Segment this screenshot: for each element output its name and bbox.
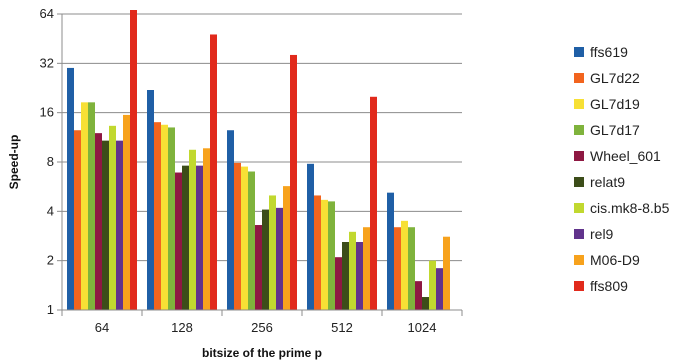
axes: 1 2 4 8 16 32 64 64 128 256 512 1024 (40, 6, 463, 335)
legend-swatch (574, 125, 584, 135)
y-tick-label: 8 (47, 154, 54, 169)
bar (436, 268, 443, 310)
bar (335, 257, 342, 310)
bar (102, 140, 109, 310)
x-tick-label: 128 (171, 320, 193, 335)
legend-label: relat9 (590, 174, 625, 190)
legend-label: Wheel_601 (590, 148, 661, 164)
bar (88, 102, 95, 310)
legend-swatch (574, 203, 584, 213)
x-tick-label: 64 (95, 320, 109, 335)
bar (443, 236, 450, 310)
x-tick-label: 512 (331, 320, 353, 335)
legend: ffs619 GL7d22 GL7d19 GL7d17 Wheel_601 relat9 c… (574, 44, 670, 294)
bar (203, 148, 210, 310)
bar (321, 199, 328, 310)
legend-swatch (574, 229, 584, 239)
bar (307, 163, 314, 310)
bar (276, 207, 283, 310)
legend-label: GL7d19 (590, 96, 640, 112)
bar (314, 195, 321, 310)
bar (241, 166, 248, 310)
bar (429, 260, 436, 310)
y-tick-label: 1 (47, 302, 54, 317)
bar (394, 227, 401, 310)
y-tick-label: 16 (40, 105, 54, 120)
bar (154, 122, 161, 310)
bar (408, 227, 415, 310)
bar (189, 149, 196, 310)
bar (147, 90, 154, 310)
bar (290, 54, 297, 311)
bar (168, 127, 175, 310)
bar (342, 241, 349, 310)
bar (210, 34, 217, 310)
y-tick-label: 64 (40, 6, 54, 21)
bar (109, 125, 116, 310)
legend-label: rel9 (590, 226, 614, 242)
bar (123, 114, 130, 310)
legend-swatch (574, 73, 584, 83)
bar (349, 231, 356, 310)
bar (370, 96, 377, 310)
x-axis-title: bitsize of the prime p (202, 346, 322, 360)
bar (196, 165, 203, 310)
bar (387, 192, 394, 310)
legend-swatch (574, 177, 584, 187)
bar (283, 186, 290, 310)
bar (67, 67, 74, 310)
bar (234, 162, 241, 310)
y-axis-title: Speed-up (7, 135, 21, 190)
bar (415, 281, 422, 310)
legend-label: ffs619 (590, 44, 628, 60)
bar (161, 124, 168, 310)
bar (401, 220, 408, 310)
y-tick-label: 2 (47, 253, 54, 268)
legend-label: cis.mk8-8.b5 (590, 200, 670, 216)
y-tick-label: 4 (47, 203, 54, 218)
legend-swatch (574, 281, 584, 291)
bar (130, 10, 137, 310)
legend-label: ffs809 (590, 278, 628, 294)
bar (74, 130, 81, 310)
bar (363, 227, 370, 310)
bar (182, 165, 189, 310)
legend-swatch (574, 47, 584, 57)
bar (422, 297, 429, 310)
legend-swatch (574, 151, 584, 161)
legend-label: M06-D9 (590, 252, 640, 268)
y-tick-label: 32 (40, 55, 54, 70)
bar (95, 133, 102, 310)
bars (67, 10, 450, 311)
x-tick-label: 256 (251, 320, 273, 335)
bar (175, 172, 182, 310)
x-tick-label: 1024 (408, 320, 437, 335)
bar (227, 130, 234, 310)
bar (81, 102, 88, 310)
legend-label: GL7d22 (590, 70, 640, 86)
bar (116, 140, 123, 310)
bar (269, 195, 276, 310)
legend-swatch (574, 255, 584, 265)
bar (356, 241, 363, 310)
bar (262, 209, 269, 310)
bar (255, 225, 262, 310)
legend-label: GL7d17 (590, 122, 640, 138)
bar (248, 171, 255, 310)
bar (328, 201, 335, 310)
legend-swatch (574, 99, 584, 109)
